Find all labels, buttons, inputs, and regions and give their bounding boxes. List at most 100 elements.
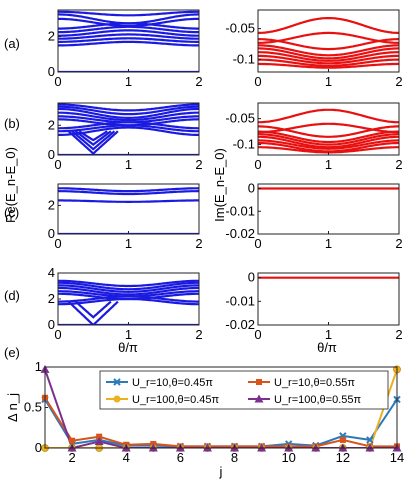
series-line-1 [45, 397, 397, 448]
subplot-a-right: 0 1 2 -0.05 -0.1 [225, 9, 403, 89]
x-tick-label: 2 [395, 236, 402, 251]
x-tick-label: 1 [325, 157, 332, 172]
legend-box [99, 370, 389, 410]
series-layer-d-left [58, 279, 199, 325]
series-layer-b-right [258, 108, 399, 154]
y-tick-label: 0 [48, 226, 55, 241]
x-tick-label: 1 [325, 327, 332, 342]
y-tick-label: 0 [48, 64, 55, 79]
band-line-b-right-3 [258, 135, 399, 149]
y-tick-label: -0.01 [225, 293, 255, 308]
y-tick-label: -0.05 [225, 111, 255, 126]
x-tick-label: 8 [231, 450, 238, 465]
x-tick-label: 12 [336, 450, 350, 465]
panel-label-c: (c) [4, 205, 19, 220]
x-tick-label: 2 [395, 157, 402, 172]
y-tick-label: 2 [48, 197, 55, 212]
y-tick-label: 0 [48, 147, 55, 162]
x-tick-label: 1 [125, 74, 132, 89]
axes-box-c-right [257, 183, 400, 235]
panel-e-ylabel: Δ n_j [5, 393, 20, 422]
data-point [366, 436, 374, 444]
panel-label-d: (d) [4, 288, 20, 303]
legend-label-2: U_r=100,θ=0.45π [132, 394, 220, 406]
left-ylabel: Re(E_n-E_0) [3, 147, 18, 223]
y-tick-label: -0.02 [225, 317, 255, 332]
x-tick-label: 0 [54, 327, 61, 342]
legend-label-3: U_r=100,θ=0.55π [274, 394, 362, 406]
y-tick-label: 0 [248, 181, 255, 196]
band-line-b-left-9 [58, 103, 199, 112]
x-tick-label: 2 [68, 450, 75, 465]
band-line-b-right-7 [258, 122, 399, 134]
x-tick-label: 1 [325, 236, 332, 251]
x-tick-label: 10 [281, 450, 295, 465]
y-tick-label: 2 [48, 29, 55, 44]
band-line-b-left-6 [58, 111, 199, 122]
x-tick-label: 2 [195, 74, 202, 89]
subplot-a-left: 0 1 2 0 2 [48, 9, 203, 89]
left-xlabel: θ/π [118, 340, 138, 355]
x-tick-label: 4 [123, 450, 130, 465]
series-line-3 [45, 369, 397, 448]
y-tick-label: -0.1 [233, 137, 255, 152]
y-tick-label: -0.02 [225, 226, 255, 241]
dip-line-b-left-1 [71, 130, 116, 151]
band-line-d-left-7 [58, 281, 199, 291]
data-point [94, 437, 104, 446]
x-tick-label: 2 [195, 236, 202, 251]
dip-line-d-left-0 [67, 300, 119, 325]
x-tick-label: 0 [254, 74, 261, 89]
x-tick-label: 1 [325, 74, 332, 89]
y-tick-label: 0.5 [24, 400, 42, 415]
x-tick-label: 2 [195, 157, 202, 172]
band-line-b-left-7 [58, 107, 199, 120]
right-xlabel: θ/π [317, 340, 337, 355]
band-line-d-left-6 [58, 284, 199, 294]
band-line-c-left-2 [58, 190, 199, 196]
band-line-a-left-8 [58, 13, 199, 25]
band-line-b-right-8 [258, 108, 399, 124]
x-tick-label: 0 [254, 157, 261, 172]
series-layer-c-left [58, 187, 199, 234]
subplot-d-right: 0 1 2 0 -0.01 -0.02 [225, 270, 402, 342]
legend-marker-2 [113, 395, 121, 403]
band-line-a-left-2 [58, 37, 199, 44]
band-line-d-left-3 [58, 292, 199, 301]
x-tick-label: 0 [54, 157, 61, 172]
band-line-a-right-2 [258, 54, 399, 65]
band-line-a-right-3 [258, 51, 399, 62]
y-tick-label: 0 [35, 440, 42, 455]
band-line-b-right-5 [258, 130, 399, 144]
panel-label-a: (a) [4, 36, 20, 51]
x-tick-label: 0 [54, 236, 61, 251]
band-line-c-left-3 [58, 187, 199, 193]
band-line-b-right-2 [258, 139, 399, 150]
axes-box-d-right [257, 272, 400, 326]
subplot-c-left: 0 1 2 0 2 [48, 183, 203, 251]
subplot-b-left: 0 1 2 0 2 [48, 102, 203, 172]
panel-label-b: (b) [4, 116, 20, 131]
data-point [339, 436, 346, 443]
series-layer-a-right [258, 17, 399, 69]
data-point [96, 433, 103, 440]
series-layer-e [45, 369, 397, 448]
legend-marker-0 [113, 378, 121, 386]
y-tick-label: 0 [48, 317, 55, 332]
dip-line-d-left-1 [74, 300, 112, 319]
band-line-a-left-3 [58, 33, 199, 40]
x-tick-label: 1 [125, 327, 132, 342]
legend-marker-3 [254, 394, 264, 403]
band-line-a-right-0 [258, 62, 399, 69]
band-line-a-right-5 [258, 44, 399, 57]
panel-label-e: (e) [4, 345, 20, 360]
y-tick-label: 1 [35, 359, 42, 374]
x-tick-label: 6 [177, 450, 184, 465]
x-tick-label: 0 [254, 236, 261, 251]
y-tick-label: -0.1 [233, 52, 255, 67]
band-line-a-right-6 [258, 37, 399, 51]
dip-line-b-left-2 [74, 130, 112, 146]
series-layer-a-left [58, 10, 199, 72]
y-tick-label: 2 [48, 291, 55, 306]
